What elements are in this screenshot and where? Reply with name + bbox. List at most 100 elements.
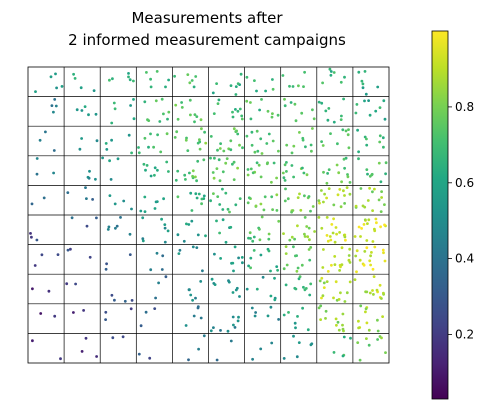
measurement-point xyxy=(212,192,215,196)
measurement-point xyxy=(191,298,195,302)
colorbar-tick-label: 0.8 xyxy=(455,100,474,114)
measurement-point xyxy=(378,140,382,144)
measurement-point xyxy=(235,286,239,290)
measurement-point xyxy=(378,106,382,109)
measurement-point xyxy=(294,326,297,330)
measurement-point xyxy=(373,187,376,191)
measurement-point xyxy=(365,137,368,141)
measurement-point xyxy=(275,193,279,197)
measurement-point xyxy=(322,248,325,251)
measurement-point xyxy=(287,311,290,314)
measurement-point xyxy=(54,72,57,76)
measurement-point xyxy=(160,217,164,221)
measurement-point xyxy=(224,191,228,195)
measurement-point xyxy=(165,132,169,136)
measurement-point xyxy=(298,192,301,196)
measurement-point xyxy=(128,232,132,236)
measurement-point xyxy=(380,196,383,199)
measurement-point xyxy=(259,175,263,179)
measurement-point xyxy=(281,171,285,175)
measurement-point xyxy=(382,145,385,149)
measurement-point xyxy=(31,287,34,291)
measurement-point xyxy=(229,148,233,152)
measurement-point xyxy=(363,218,367,222)
measurement-point xyxy=(343,75,346,79)
measurement-point xyxy=(191,245,195,249)
measurement-point xyxy=(317,216,321,219)
measurement-point xyxy=(121,335,125,339)
measurement-point xyxy=(380,336,383,340)
measurement-point xyxy=(196,233,200,237)
measurement-point xyxy=(35,238,39,242)
measurement-point xyxy=(303,70,306,74)
measurement-point xyxy=(291,209,295,212)
measurement-point xyxy=(190,209,194,212)
measurement-point xyxy=(49,75,53,79)
measurement-point xyxy=(290,151,294,155)
measurement-point xyxy=(368,113,372,117)
measurement-point xyxy=(53,98,57,101)
measurement-point xyxy=(320,226,324,230)
measurement-point xyxy=(285,263,289,267)
measurement-point xyxy=(325,280,329,283)
measurement-point xyxy=(309,143,313,147)
measurement-point xyxy=(246,201,250,205)
measurement-point xyxy=(376,329,380,333)
measurement-point xyxy=(156,133,160,137)
measurement-point xyxy=(154,296,158,300)
measurement-point xyxy=(283,104,287,108)
measurement-point xyxy=(95,355,98,358)
measurement-point xyxy=(366,222,369,226)
measurement-point xyxy=(142,162,146,166)
measurement-point xyxy=(196,159,200,163)
measurement-point xyxy=(161,254,165,258)
measurement-point xyxy=(211,91,215,95)
measurement-point xyxy=(209,135,213,138)
measurement-point xyxy=(69,247,72,251)
measurement-point xyxy=(266,314,270,318)
measurement-point xyxy=(153,166,157,170)
measurement-point xyxy=(186,73,190,76)
measurement-point xyxy=(376,85,380,89)
measurement-point xyxy=(162,112,165,116)
measurement-point xyxy=(300,263,304,267)
measurement-point xyxy=(365,239,369,242)
measurement-point xyxy=(271,112,274,115)
measurement-point xyxy=(283,199,287,203)
measurement-point xyxy=(311,108,314,112)
measurement-point xyxy=(178,248,182,252)
measurement-point xyxy=(198,147,202,151)
measurement-point xyxy=(328,67,332,71)
measurement-point xyxy=(348,192,352,196)
measurement-point xyxy=(39,312,43,315)
measurement-point xyxy=(234,203,238,207)
measurement-point xyxy=(344,238,347,242)
measurement-point xyxy=(284,187,287,191)
measurement-point xyxy=(42,196,46,200)
measurement-point xyxy=(209,199,213,203)
measurement-point xyxy=(309,209,312,213)
measurement-point xyxy=(303,235,307,238)
measurement-point xyxy=(366,199,370,202)
measurement-point xyxy=(197,347,201,351)
measurement-point xyxy=(129,104,133,107)
measurement-point xyxy=(34,90,37,93)
measurement-point xyxy=(309,282,313,286)
measurement-point xyxy=(303,232,306,236)
measurement-point xyxy=(296,315,299,318)
measurement-point xyxy=(249,167,253,171)
measurement-point xyxy=(156,168,159,172)
measurement-point xyxy=(357,225,361,229)
measurement-point xyxy=(339,80,343,84)
measurement-point xyxy=(366,172,369,176)
measurement-point xyxy=(35,157,39,160)
measurement-point xyxy=(259,347,263,351)
measurement-point xyxy=(282,357,286,360)
measurement-point xyxy=(259,253,263,257)
measurement-point xyxy=(195,196,199,200)
measurement-point xyxy=(129,307,133,311)
measurement-point xyxy=(364,92,368,96)
measurement-point xyxy=(250,306,254,310)
measurement-point xyxy=(293,321,297,325)
measurement-point xyxy=(383,223,386,227)
